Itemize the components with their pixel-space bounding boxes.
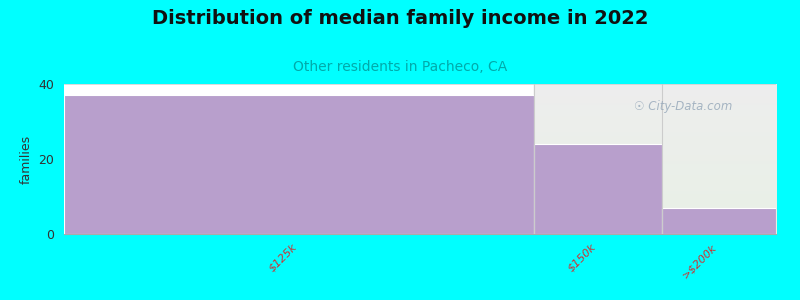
Bar [662, 208, 776, 234]
Y-axis label: families: families [20, 134, 33, 184]
Bar [64, 95, 534, 234]
Bar [534, 144, 662, 234]
Text: Distribution of median family income in 2022: Distribution of median family income in … [152, 9, 648, 28]
Text: ☉ City-Data.com: ☉ City-Data.com [634, 100, 732, 113]
Text: Other residents in Pacheco, CA: Other residents in Pacheco, CA [293, 60, 507, 74]
